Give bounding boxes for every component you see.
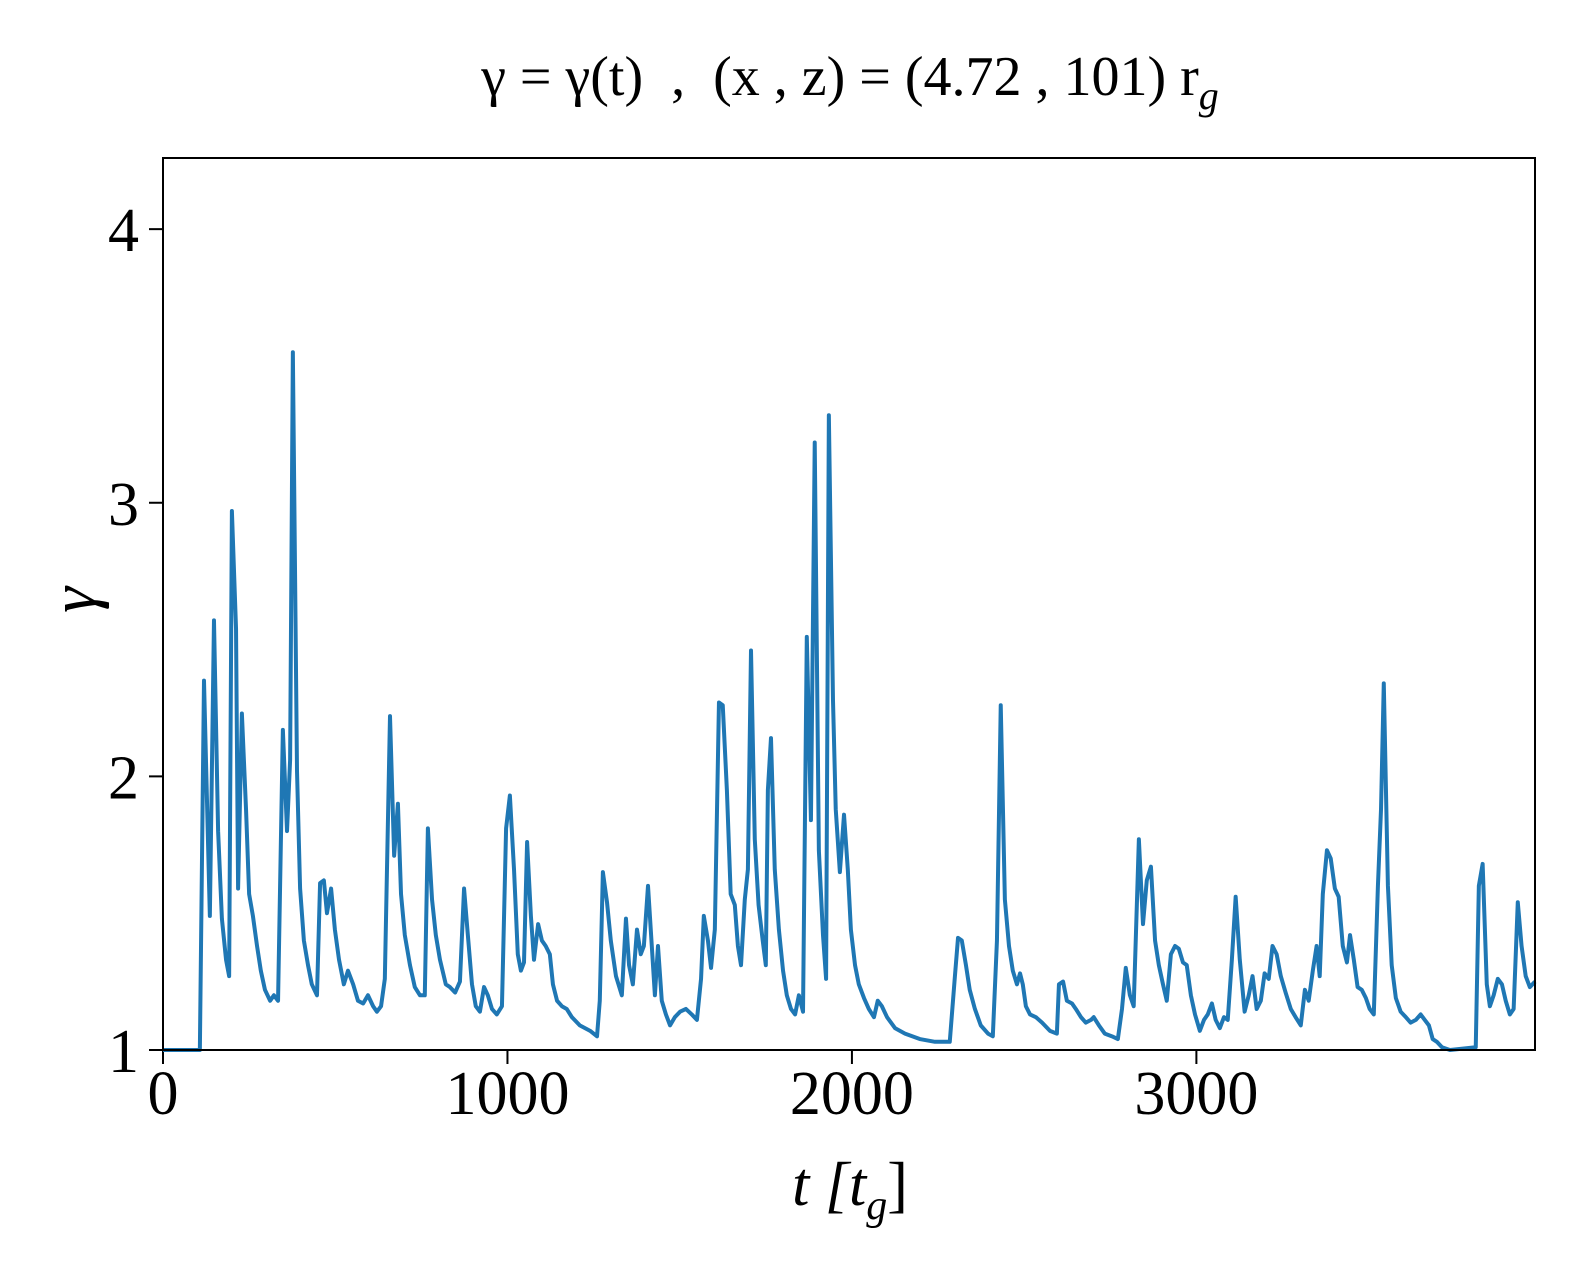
title-main: γ = γ(t) , (x , z) = (4.72 , 101) r <box>480 46 1199 108</box>
data-line <box>163 350 1537 1052</box>
xlabel-end: ] <box>887 1151 908 1219</box>
plot-frame <box>162 157 1536 1051</box>
xlabel-main: t [t <box>792 1151 868 1219</box>
x-tick-label: 3000 <box>1134 1060 1258 1128</box>
xlabel-subscript: g <box>866 1183 887 1229</box>
x-tick-label: 0 <box>148 1060 179 1128</box>
x-tick-label: 1000 <box>445 1060 569 1128</box>
y-tick-label: 2 <box>108 744 139 812</box>
x-tick-label: 2000 <box>790 1060 914 1128</box>
x-axis-label: t [tg] <box>792 1151 908 1229</box>
chart-title: γ = γ(t) , (x , z) = (4.72 , 101) rg <box>480 46 1219 118</box>
y-axis-label: γ <box>37 585 110 613</box>
title-subscript: g <box>1199 73 1219 118</box>
y-tick-label: 3 <box>108 471 139 539</box>
y-tick-label: 4 <box>108 197 139 265</box>
y-tick-label: 1 <box>108 1018 139 1086</box>
